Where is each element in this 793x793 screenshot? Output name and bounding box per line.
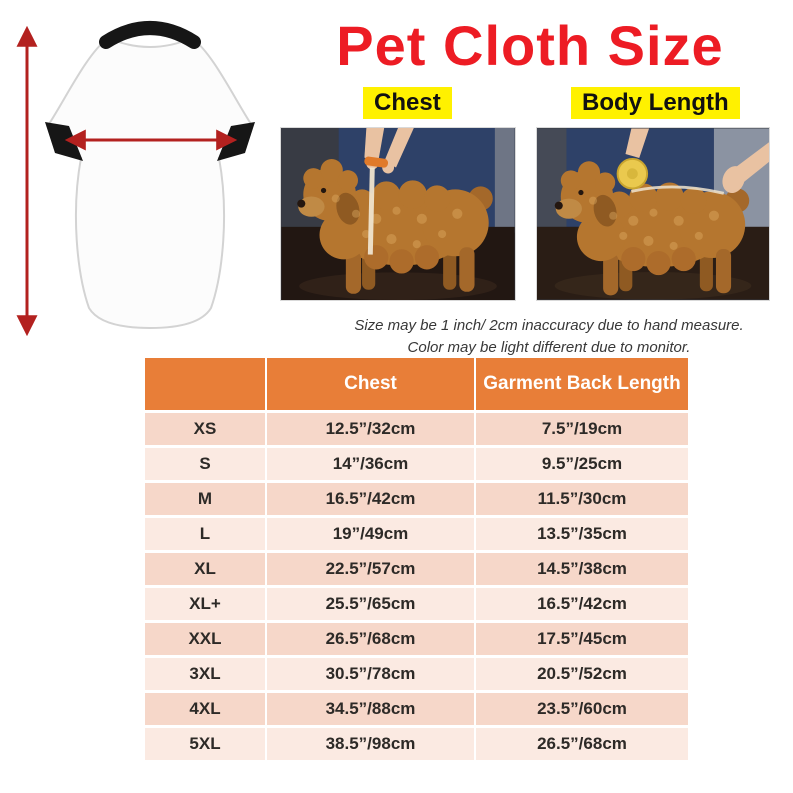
size-cell: S xyxy=(145,448,265,480)
page-title: Pet Cloth Size xyxy=(336,13,724,77)
back-cell: 20.5”/52cm xyxy=(476,658,688,690)
back-cell: 9.5”/25cm xyxy=(476,448,688,480)
photo-measure-body-length xyxy=(536,127,770,301)
size-cell: XS xyxy=(145,413,265,445)
size-cell: XL+ xyxy=(145,588,265,620)
measure-note-line2: Color may be light different due to moni… xyxy=(407,338,691,356)
back-cell: 14.5”/38cm xyxy=(476,553,688,585)
measuring-tape-icon xyxy=(367,167,375,255)
size-table-rows: XS 12.5”/32cm 7.5”/19cm S 14”/36cm 9.5”/25cm M… xyxy=(145,413,688,760)
back-cell: 16.5”/42cm xyxy=(476,588,688,620)
hand-icon xyxy=(625,128,650,158)
back-cell: 23.5”/60cm xyxy=(476,693,688,725)
back-cell: 11.5”/30cm xyxy=(476,483,688,515)
chest-cell: 16.5”/42cm xyxy=(267,483,474,515)
chest-cell: 22.5”/57cm xyxy=(267,553,474,585)
size-cell: 3XL xyxy=(145,658,265,690)
round-tape-measure-icon xyxy=(616,157,649,190)
table-row: S 14”/36cm 9.5”/25cm xyxy=(145,448,688,480)
size-cell: L xyxy=(145,518,265,550)
hand-icon xyxy=(722,166,745,194)
table-row: M 16.5”/42cm 11.5”/30cm xyxy=(145,483,688,515)
chest-cell: 26.5”/68cm xyxy=(267,623,474,655)
header-back-cell: Garment Back Length xyxy=(476,358,688,410)
size-table: Chest Garment Back Length XS 12.5”/32cm 7.… xyxy=(145,358,688,763)
table-row: 5XL 38.5”/98cm 26.5”/68cm xyxy=(145,728,688,760)
size-cell: 4XL xyxy=(145,693,265,725)
table-row: XXL 26.5”/68cm 17.5”/45cm xyxy=(145,623,688,655)
measure-note-line1: Size may be 1 inch/ 2cm inaccuracy due t… xyxy=(354,317,744,334)
back-cell: 26.5”/68cm xyxy=(476,728,688,760)
back-cell: 7.5”/19cm xyxy=(476,413,688,445)
size-cell: XL xyxy=(145,553,265,585)
dog-tshirt-icon xyxy=(45,21,255,330)
chest-cell: 12.5”/32cm xyxy=(267,413,474,445)
tape-clip-icon xyxy=(364,156,389,168)
shirt-diagram xyxy=(5,12,265,345)
size-cell: 5XL xyxy=(145,728,265,760)
table-row: XS 12.5”/32cm 7.5”/19cm xyxy=(145,413,688,445)
chest-label: Chest xyxy=(363,87,452,120)
back-tape-icon xyxy=(631,185,725,195)
table-row: XL 22.5”/57cm 14.5”/38cm xyxy=(145,553,688,585)
body-length-label: Body Length xyxy=(571,87,740,120)
size-cell: XXL xyxy=(145,623,265,655)
chest-cell: 34.5”/88cm xyxy=(267,693,474,725)
photo-measure-chest xyxy=(280,127,516,301)
measure-note: Size may be 1 inch/ 2cm inaccuracy due t… xyxy=(314,315,784,359)
table-row: L 19”/49cm 13.5”/35cm xyxy=(145,518,688,550)
table-header-row: Chest Garment Back Length xyxy=(145,358,688,410)
chest-cell: 14”/36cm xyxy=(267,448,474,480)
chest-cell: 38.5”/98cm xyxy=(267,728,474,760)
header-size-cell xyxy=(145,358,265,410)
header-chest-cell: Chest xyxy=(267,358,474,410)
size-cell: M xyxy=(145,483,265,515)
table-row: 3XL 30.5”/78cm 20.5”/52cm xyxy=(145,658,688,690)
table-row: 4XL 34.5”/88cm 23.5”/60cm xyxy=(145,693,688,725)
back-cell: 13.5”/35cm xyxy=(476,518,688,550)
back-cell: 17.5”/45cm xyxy=(476,623,688,655)
chest-cell: 30.5”/78cm xyxy=(267,658,474,690)
chest-cell: 25.5”/65cm xyxy=(267,588,474,620)
chest-cell: 19”/49cm xyxy=(267,518,474,550)
table-row: XL+ 25.5”/65cm 16.5”/42cm xyxy=(145,588,688,620)
